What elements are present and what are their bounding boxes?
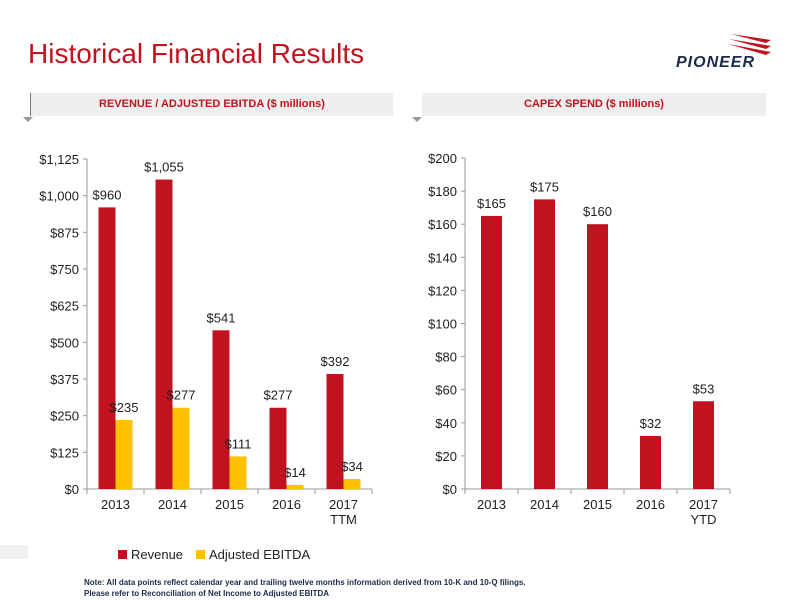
revenue-ytick-label: $0 <box>65 482 79 497</box>
revenue-data-label: $541 <box>207 310 236 325</box>
revenue-ytick-label: $1,125 <box>39 152 79 167</box>
capex-ytick-label: $140 <box>428 250 457 265</box>
capex-category-label: 2015 <box>583 497 612 512</box>
capex-chart-header: CAPEX SPEND ($ millions) <box>422 93 766 116</box>
capex-ytick-label: $160 <box>428 217 457 232</box>
revenue-category-label: 2014 <box>158 497 187 512</box>
revenue-category-label: TTM <box>330 512 357 527</box>
capex-chart: $0 $20 $40 $60 $80 $100 $120 $140 $160 $180 $200 $1… <box>410 140 770 545</box>
pioneer-logo: PIONEER <box>676 30 786 78</box>
capex-ytick-label: $0 <box>443 482 457 497</box>
capex-category-label: 2014 <box>530 497 559 512</box>
logo-text: PIONEER <box>676 54 756 71</box>
revenue-bar-revenue <box>155 179 173 489</box>
capex-bar-value <box>587 224 608 489</box>
revenue-data-label: $277 <box>167 388 196 403</box>
revenue-bar-adjusted-ebitda <box>115 420 133 489</box>
revenue-bar-adjusted-ebitda <box>172 407 190 489</box>
revenue-ytick-label: $625 <box>50 299 79 314</box>
revenue-legend-label: Revenue <box>131 547 183 562</box>
capex-ytick-label: $20 <box>435 449 457 464</box>
capex-data-label: $53 <box>693 381 715 396</box>
revenue-ytick-label: $875 <box>50 225 79 240</box>
capex-ytick-label: $40 <box>435 416 457 431</box>
revenue-bar-revenue <box>212 330 230 489</box>
revenue-data-label: $277 <box>264 388 293 403</box>
revenue-legend-swatch <box>118 550 127 559</box>
revenue-data-label: $1,055 <box>144 160 184 175</box>
revenue-bar-revenue <box>326 374 344 489</box>
revenue-ytick-label: $1,000 <box>39 189 79 204</box>
revenue-ytick-label: $250 <box>50 409 79 424</box>
revenue-ytick-label: $750 <box>50 262 79 277</box>
capex-category-label: 2016 <box>636 497 665 512</box>
capex-bar-value <box>481 215 502 490</box>
footnote: Note: All data points reflect calendar y… <box>84 577 526 599</box>
capex-category-label: YTD <box>691 512 717 527</box>
revenue-legend-label: Adjusted EBITDA <box>209 547 310 562</box>
revenue-chart-header: REVENUE / ADJUSTED EBITDA ($ millions) <box>30 93 393 116</box>
capex-ytick-label: $80 <box>435 350 457 365</box>
page-title: Historical Financial Results <box>28 38 365 69</box>
revenue-data-label: $14 <box>284 465 306 480</box>
logo-swoosh-icon <box>728 34 771 55</box>
header-corner-right <box>412 117 422 122</box>
revenue-category-label: 2015 <box>215 497 244 512</box>
revenue-bar-revenue <box>98 207 116 489</box>
revenue-data-label: $960 <box>93 187 122 202</box>
capex-ytick-label: $180 <box>428 184 457 199</box>
capex-category-label: 2013 <box>477 497 506 512</box>
revenue-ebitda-chart: $0 $125 $250 $375 $500 $625 $750 $875 $1,000 $1,1… <box>20 140 400 575</box>
capex-data-label: $175 <box>530 179 559 194</box>
revenue-bar-revenue <box>269 407 287 489</box>
revenue-ytick-label: $375 <box>50 372 79 387</box>
capex-ytick-label: $60 <box>435 383 457 398</box>
revenue-data-label: $34 <box>341 459 363 474</box>
revenue-data-label: $392 <box>321 354 350 369</box>
revenue-bar-adjusted-ebitda <box>343 479 361 489</box>
revenue-ebitda-svg: $0 $125 $250 $375 $500 $625 $750 $875 $1,000 $1,1… <box>39 152 373 562</box>
footnote-line-1: Note: All data points reflect calendar y… <box>84 578 526 587</box>
capex-bar-value <box>640 436 661 489</box>
revenue-legend-swatch <box>196 550 205 559</box>
revenue-category-label: 2016 <box>272 497 301 512</box>
capex-data-label: $165 <box>477 196 506 211</box>
capex-bar-value <box>534 199 555 489</box>
revenue-category-label: 2013 <box>101 497 130 512</box>
header-corner-left <box>23 117 33 122</box>
revenue-category-label: 2017 <box>329 497 358 512</box>
capex-category-label: 2017 <box>689 497 718 512</box>
revenue-ytick-label: $125 <box>50 445 79 460</box>
capex-ytick-label: $120 <box>428 283 457 298</box>
capex-data-label: $160 <box>583 204 612 219</box>
footnote-line-2: Please refer to Reconciliation of Net In… <box>84 589 330 598</box>
revenue-data-label: $111 <box>225 436 252 451</box>
revenue-data-label: $235 <box>110 400 139 415</box>
revenue-bar-adjusted-ebitda <box>229 456 247 489</box>
capex-data-label: $32 <box>640 416 662 431</box>
capex-ytick-label: $100 <box>428 317 457 332</box>
revenue-bar-adjusted-ebitda <box>286 484 304 489</box>
revenue-ytick-label: $500 <box>50 335 79 350</box>
side-mark <box>0 545 28 559</box>
capex-bar-value <box>693 401 714 489</box>
capex-ytick-label: $200 <box>428 151 457 166</box>
capex-svg: $0 $20 $40 $60 $80 $100 $120 $140 $160 $180 $200 $1… <box>428 151 731 527</box>
